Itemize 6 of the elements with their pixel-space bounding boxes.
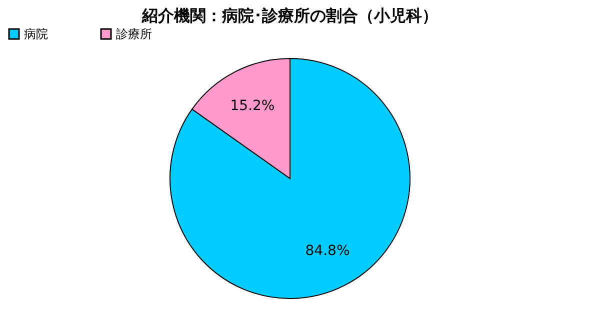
chart-title: 紹介機関：病院･診療所の割合（小児科） [141, 6, 438, 25]
data-label: 84.8% [305, 242, 350, 259]
legend-label: 診療所 [116, 27, 152, 41]
pie-slice [170, 58, 410, 299]
legend-label: 病院 [24, 27, 48, 41]
data-label: 15.2% [230, 98, 275, 114]
